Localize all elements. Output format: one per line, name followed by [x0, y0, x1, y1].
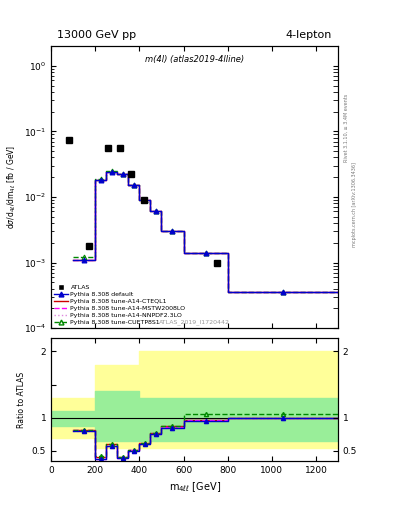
- Text: Rivet 3.1.10, ≥ 3.4M events: Rivet 3.1.10, ≥ 3.4M events: [344, 94, 349, 162]
- Legend: ATLAS, Pythia 8.308 default, Pythia 8.308 tune-A14-CTEQL1, Pythia 8.308 tune-A14: ATLAS, Pythia 8.308 default, Pythia 8.30…: [54, 285, 185, 325]
- Text: m(4l) (atlas2019-4lline): m(4l) (atlas2019-4lline): [145, 55, 244, 63]
- Text: 4-lepton: 4-lepton: [286, 30, 332, 40]
- Text: ATLAS_2019_I1720442: ATLAS_2019_I1720442: [159, 319, 230, 325]
- Text: mcplots.cern.ch [arXiv:1306.3436]: mcplots.cern.ch [arXiv:1306.3436]: [352, 162, 357, 247]
- Y-axis label: Ratio to ATLAS: Ratio to ATLAS: [17, 371, 26, 428]
- Y-axis label: d$\sigma$/d$_{\mathrm{4\ell}}$/dm$_{\mathrm{4\ell}}$ [fb / GeV]: d$\sigma$/d$_{\mathrm{4\ell}}$/dm$_{\mat…: [6, 145, 18, 229]
- Text: 13000 GeV pp: 13000 GeV pp: [57, 30, 136, 40]
- X-axis label: m$_{4\ell\ell}$ [GeV]: m$_{4\ell\ell}$ [GeV]: [169, 480, 220, 494]
